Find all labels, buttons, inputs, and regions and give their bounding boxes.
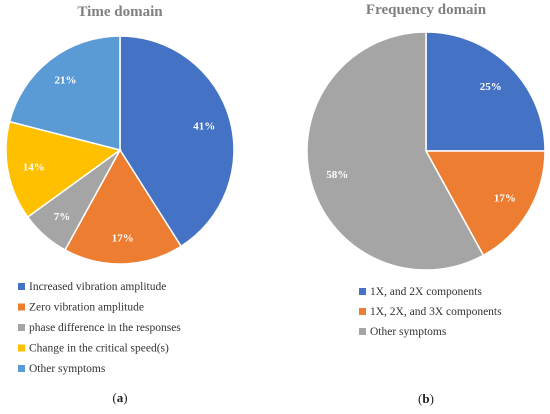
legend-swatch: [18, 303, 25, 311]
panel-caption: (b): [418, 391, 434, 406]
legend-label: phase difference in the responses: [29, 322, 181, 334]
pie-slice: [425, 31, 546, 152]
legend-swatch: [18, 283, 25, 290]
legend-label: 1X, and 2X components: [370, 286, 482, 298]
legend-swatch: [18, 365, 25, 372]
legend-label: Other symptoms: [370, 326, 447, 338]
caption-close-paren: ): [430, 391, 434, 406]
caption-letter: a: [117, 390, 124, 405]
legend: 1X, and 2X components 1X, 2X, and 3X comp…: [359, 286, 502, 338]
legend-swatch: [359, 288, 366, 295]
slice-data-label: 17%: [494, 193, 516, 205]
slice-data-label: 41%: [193, 121, 215, 133]
pie-chart-2: Frequency domain 25% 17% 58% 1X, and 2X comp…: [306, 2, 546, 406]
legend-label: Change in the critical speed(s): [29, 343, 169, 355]
slice-data-label: 58%: [326, 169, 348, 181]
legend-label: Other symptoms: [29, 363, 106, 375]
slice-data-label: 17%: [112, 233, 134, 245]
legend: Increased vibration amplitude Zero vibrat…: [18, 281, 181, 375]
slice-data-label: 14%: [23, 161, 45, 173]
legend-swatch: [359, 328, 366, 335]
chart-title: Frequency domain: [366, 2, 487, 18]
slice-data-label: 21%: [55, 75, 77, 87]
caption-close-paren: ): [123, 390, 127, 405]
pie-slice: [8, 35, 121, 151]
caption-open-paren: (: [418, 391, 422, 406]
pie-slice: [306, 31, 485, 271]
pie-chart-1: Time domain 41% 17% 7% 14% 21% Increased vibra…: [5, 4, 235, 405]
legend-label: 1X, 2X, and 3X components: [370, 306, 502, 318]
slice-data-label: 25%: [480, 81, 502, 93]
legend-swatch: [359, 308, 366, 315]
legend-label: Zero vibration amplitude: [29, 302, 144, 314]
caption-letter: b: [422, 391, 429, 406]
legend-label: Increased vibration amplitude: [29, 281, 166, 293]
legend-swatch: [18, 344, 25, 352]
pie-slice: [64, 148, 183, 265]
pie-slice: [5, 120, 122, 219]
panel-caption: (a): [112, 390, 127, 405]
caption-open-paren: (: [112, 390, 116, 405]
legend-swatch: [18, 324, 25, 331]
slice-data-label: 7%: [54, 211, 71, 223]
chart-title: Time domain: [77, 4, 163, 20]
pie-slice: [424, 150, 546, 257]
